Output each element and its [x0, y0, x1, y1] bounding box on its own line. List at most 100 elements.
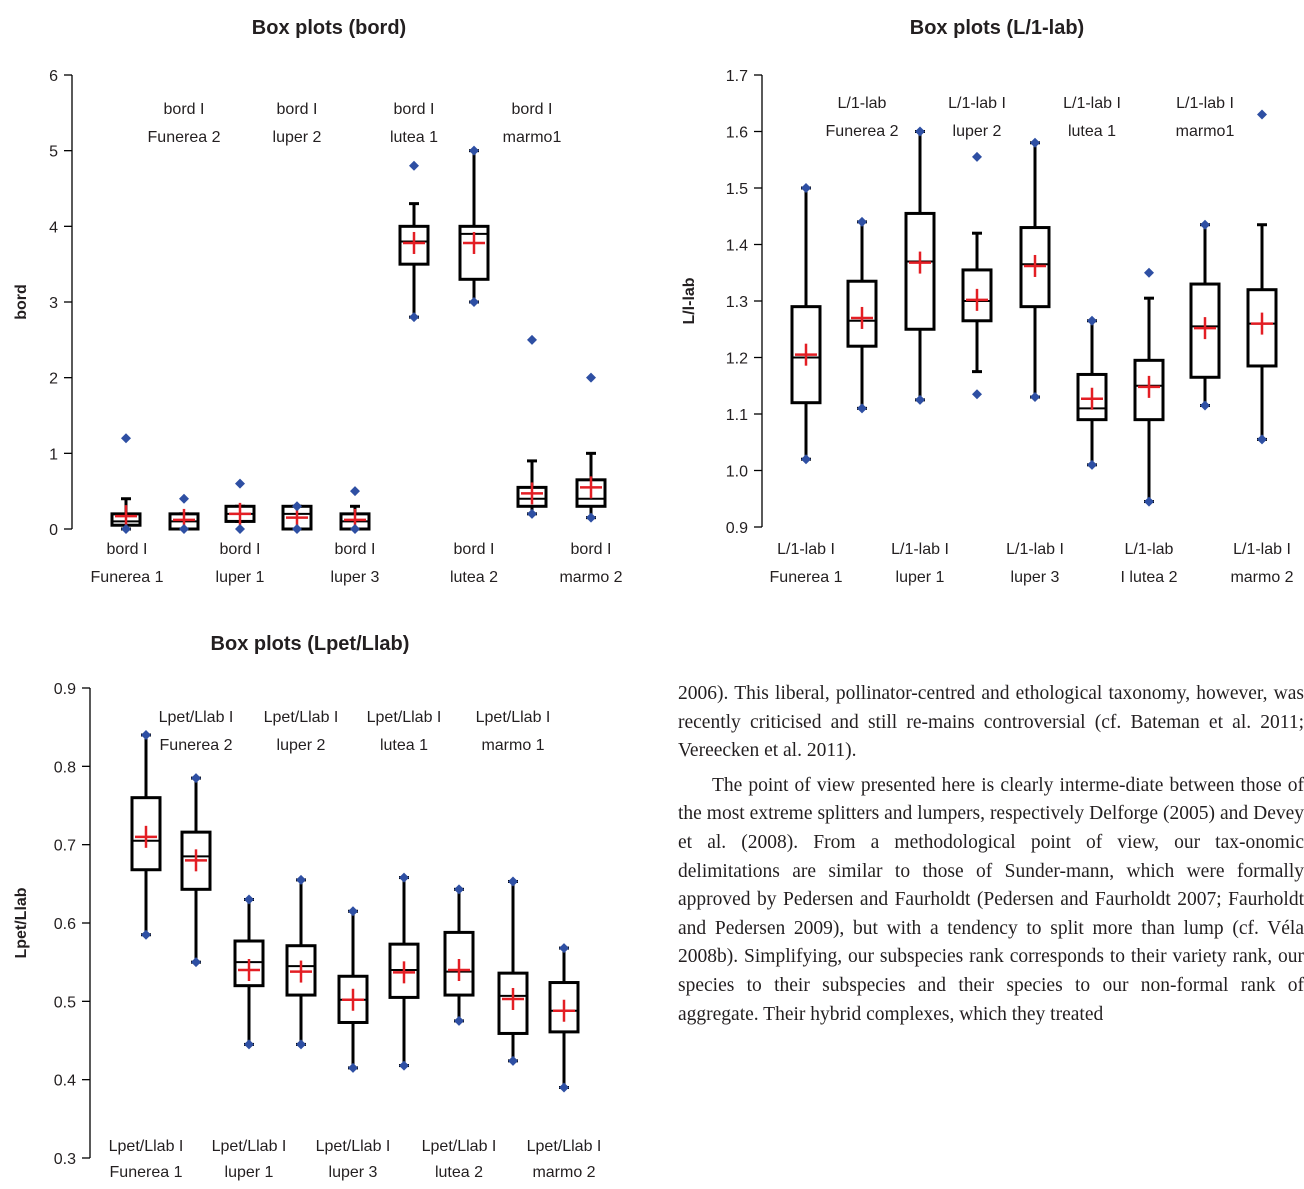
box-3: [233, 894, 265, 1050]
bottom-label-line1: Lpet/Llab I: [212, 1138, 287, 1155]
top-label-line1: L/1-lab I: [1063, 95, 1121, 112]
box-7: [1133, 267, 1165, 507]
outlier-point: [350, 524, 360, 534]
top-label-line1: bord I: [277, 101, 318, 118]
outlier-point: [1200, 219, 1210, 230]
box-9: [548, 943, 580, 1093]
box-9: [1246, 109, 1278, 445]
box-4: [285, 874, 317, 1050]
outlier-point: [296, 874, 306, 885]
bottom-label-line2: luper 3: [331, 569, 380, 586]
bottom-label-line2: luper 3: [329, 1164, 378, 1181]
bottom-label-line2: luper 1: [896, 569, 945, 586]
y-tick-label: 0.9: [54, 681, 76, 698]
top-label-line1: Lpet/Llab I: [367, 709, 442, 726]
top-label-line2: lutea 1: [380, 737, 428, 754]
y-axis-label: Lpet/Llab: [13, 887, 30, 958]
box-9: [575, 372, 607, 523]
chart-title: Box plots (bord): [252, 17, 406, 39]
box-plot-2: Box plots (L/1-lab) L/l-lab 0.9 1.0 1.1 1.2 1.…: [681, 17, 1294, 586]
top-label-line2: Funerea 2: [148, 129, 221, 146]
bottom-label-line1: bord I: [107, 541, 148, 558]
outlier-point: [1087, 315, 1097, 326]
top-label-line1: bord I: [394, 101, 435, 118]
outlier-point: [508, 1055, 518, 1066]
outlier-point: [179, 493, 189, 504]
outlier-point: [1087, 459, 1097, 470]
outlier-point: [857, 216, 867, 227]
bottom-label-line1: Lpet/Llab I: [527, 1138, 602, 1155]
y-tick-label: 0.7: [54, 838, 76, 855]
box-1: [130, 730, 162, 940]
outlier-point: [469, 145, 479, 156]
bottom-label-line2: I lutea 2: [1121, 569, 1178, 586]
y-tick-label: 0.5: [54, 994, 76, 1011]
bottom-label-line2: Funerea 1: [110, 1164, 183, 1181]
outlier-point: [527, 334, 537, 345]
bottom-label-line2: Funerea 1: [770, 569, 843, 586]
outlier-point: [409, 312, 419, 323]
y-tick-label: 1.7: [726, 68, 748, 85]
y-tick-label: 0.9: [726, 520, 748, 537]
y-tick-label: 0: [49, 522, 58, 539]
top-label-line1: Lpet/Llab I: [159, 709, 234, 726]
bottom-label-line1: bord I: [571, 541, 612, 558]
box-2: [180, 773, 212, 968]
outlier-point: [1257, 109, 1267, 120]
top-label-line1: Lpet/Llab I: [264, 709, 339, 726]
bottom-label-line1: bord I: [454, 541, 495, 558]
outlier-point: [350, 486, 360, 497]
bottom-label-line1: L/1-lab I: [891, 541, 949, 558]
bottom-label-line2: lutea 2: [450, 569, 498, 586]
top-label-line2: luper 2: [277, 737, 326, 754]
y-axis-label: L/l-lab: [681, 277, 698, 324]
bottom-label-line2: Funerea 1: [91, 569, 164, 586]
outlier-point: [454, 1015, 464, 1026]
outlier-point: [348, 906, 358, 917]
box-8: [1189, 219, 1221, 411]
outlier-point: [857, 403, 867, 414]
outlier-point: [586, 372, 596, 383]
bottom-label-line1: Lpet/Llab I: [422, 1138, 497, 1155]
top-label-line1: L/1-lab I: [1176, 95, 1234, 112]
outlier-point: [244, 894, 254, 905]
outlier-point: [454, 884, 464, 895]
outlier-point: [801, 183, 811, 193]
bottom-label-line1: Lpet/Llab I: [109, 1138, 184, 1155]
box-plot-3: Box plots (Lpet/Llab) Lpet/Llab 0.3 0.4 0.5 0…: [13, 633, 601, 1181]
box-3: [904, 126, 936, 405]
box-plot-1: Box plots (bord) bord 0 1 2 3 4 5 6 bord I Funerea…: [13, 17, 623, 586]
box-6: [398, 160, 430, 323]
outlier-point: [121, 433, 131, 444]
box-1: [110, 433, 142, 534]
top-label-line2: luper 2: [273, 129, 322, 146]
box-8: [497, 876, 529, 1066]
outlier-point: [348, 1062, 358, 1073]
top-label-line1: bord I: [164, 101, 205, 118]
top-label-line1: bord I: [512, 101, 553, 118]
outlier-point: [1144, 496, 1154, 507]
top-label-line2: lutea 1: [390, 129, 438, 146]
y-tick-label: 0.4: [54, 1073, 76, 1090]
outlier-point: [1030, 137, 1040, 148]
outlier-point: [1144, 267, 1154, 278]
y-tick-label: 1.4: [726, 238, 748, 255]
bottom-label-line2: luper 1: [225, 1164, 274, 1181]
box-5: [1019, 137, 1051, 403]
top-label-line2: marmo1: [1176, 123, 1235, 140]
box-2: [846, 216, 878, 414]
top-label-line1: L/1-lab I: [948, 95, 1006, 112]
y-tick-label: 1.5: [726, 181, 748, 198]
outlier-point: [399, 872, 409, 883]
box-4: [281, 501, 313, 534]
chart-title: Box plots (L/1-lab): [910, 17, 1084, 39]
y-tick-label: 0.8: [54, 759, 76, 776]
box-7: [443, 884, 475, 1026]
box-1: [790, 183, 822, 465]
outlier-point: [586, 512, 596, 523]
bottom-label-line1: bord I: [335, 541, 376, 558]
outlier-point: [179, 524, 189, 534]
y-tick-label: 0.6: [54, 916, 76, 933]
outlier-point: [141, 929, 151, 940]
outlier-point: [1200, 400, 1210, 411]
